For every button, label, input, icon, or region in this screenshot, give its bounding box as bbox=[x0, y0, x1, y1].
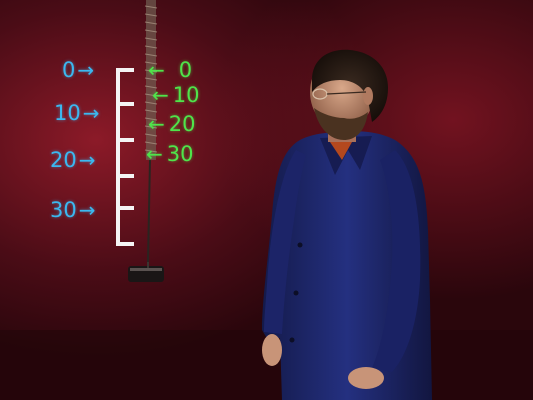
left-arrow-icon: ← bbox=[152, 83, 169, 107]
green-label-20-text: 20 bbox=[168, 112, 196, 136]
left-arrow-icon: ← bbox=[148, 112, 165, 136]
blue-label-10-text: 10 bbox=[54, 101, 81, 125]
man-figure bbox=[262, 49, 432, 400]
blue-label-30-text: 30 bbox=[50, 198, 77, 222]
green-label-30: ← 30 bbox=[146, 144, 194, 165]
blue-label-10: 10 → bbox=[54, 103, 100, 124]
blue-label-20: 20 → bbox=[50, 150, 96, 171]
right-arrow-icon: → bbox=[78, 198, 96, 222]
ruler-scale bbox=[116, 68, 134, 246]
green-label-0-text: 0 bbox=[178, 58, 193, 82]
blue-label-30: 30 → bbox=[50, 200, 96, 221]
left-arrow-icon: ← bbox=[146, 142, 163, 166]
hanging-weight bbox=[128, 262, 164, 282]
green-label-10: ← 10 bbox=[152, 85, 200, 106]
blue-label-0: 0 → bbox=[62, 60, 94, 81]
green-label-20: ← 20 bbox=[148, 114, 196, 135]
right-arrow-icon: → bbox=[82, 101, 100, 125]
blue-label-20-text: 20 bbox=[50, 148, 77, 172]
green-label-10-text: 10 bbox=[172, 83, 200, 107]
green-label-30-text: 30 bbox=[166, 142, 194, 166]
left-arrow-icon: ← bbox=[148, 58, 165, 82]
right-arrow-icon: → bbox=[77, 58, 95, 82]
right-arrow-icon: → bbox=[78, 148, 96, 172]
green-label-0: ← 0 bbox=[148, 60, 192, 81]
spring bbox=[144, 0, 158, 263]
blue-label-0-text: 0 bbox=[62, 58, 76, 82]
